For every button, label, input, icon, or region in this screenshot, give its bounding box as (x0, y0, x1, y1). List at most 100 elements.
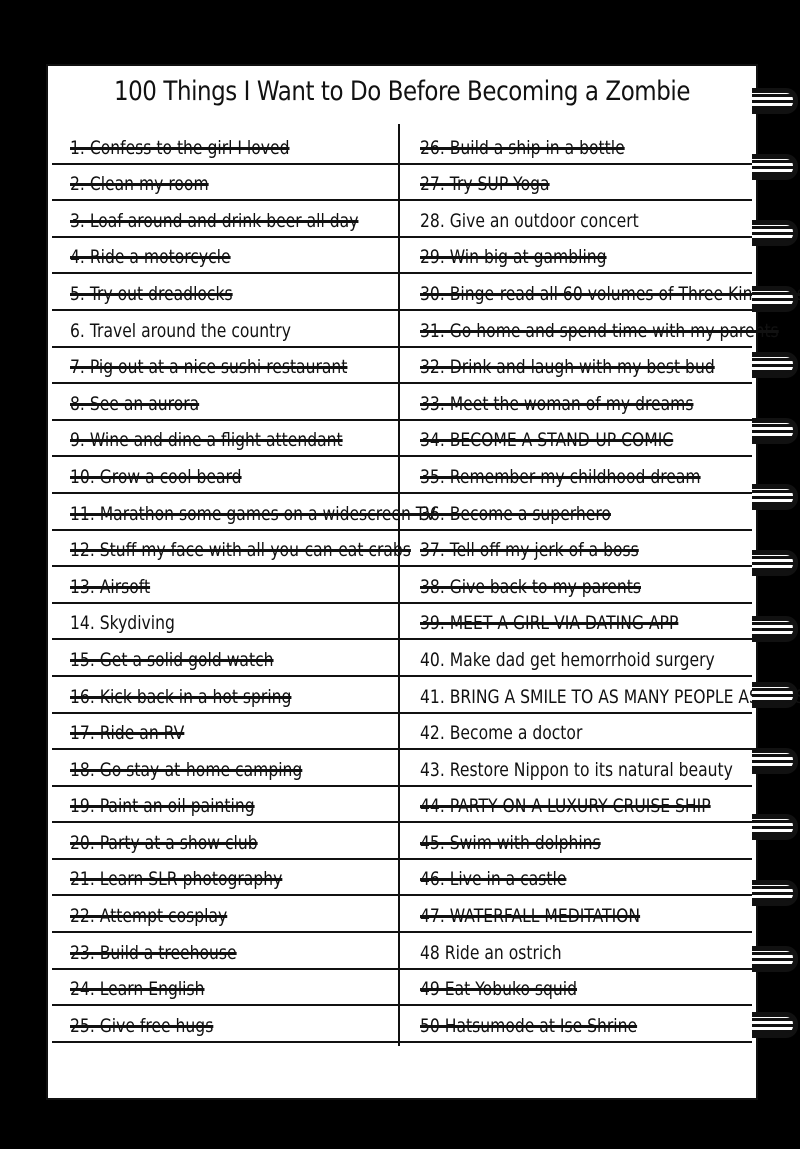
crossed-out-item-text: 16. Kick back in a hot spring (70, 685, 292, 708)
list-item: 18. Go stay-at-home camping (52, 750, 402, 787)
crossed-out-item-text: 49 Eat Yobuko squid (420, 978, 578, 1001)
list-item: 1. Confess to the girl I loved (52, 128, 402, 165)
spiral-ring (752, 682, 798, 708)
crossed-out-item-text: 11. Marathon some games on a widescreen … (70, 502, 436, 525)
list-item: 4. Ride a motorcycle (52, 238, 402, 275)
spiral-ring (752, 880, 798, 906)
crossed-out-item-text: 4. Ride a motorcycle (70, 246, 231, 269)
black-border-left (0, 0, 46, 1149)
list-item: 35. Remember my childhood dream (402, 457, 752, 494)
spiral-ring (752, 814, 798, 840)
crossed-out-item-text: 30. Binge-read all 60 volumes of Three K… (420, 282, 800, 305)
list-item: 26. Build a ship in a bottle (402, 128, 752, 165)
list-item: 25. Give free hugs (52, 1006, 402, 1043)
spiral-ring (752, 286, 798, 312)
spiral-binding (752, 70, 800, 1070)
crossed-out-item-text: 46. Live in a castle (420, 868, 567, 891)
list-item: 38. Give back to my parents (402, 567, 752, 604)
item-text: 6. Travel around the country (70, 319, 291, 342)
crossed-out-item-text: 47. WATERFALL MEDITATION (420, 905, 641, 928)
spiral-ring (752, 154, 798, 180)
spiral-ring (752, 352, 798, 378)
list-item: 49 Eat Yobuko squid (402, 970, 752, 1007)
item-text: 28. Give an outdoor concert (420, 209, 639, 232)
spiral-ring (752, 550, 798, 576)
list-item: 6. Travel around the country (52, 311, 402, 348)
crossed-out-item-text: 17. Ride an RV (70, 722, 185, 745)
item-text: 41. BRING A SMILE TO AS MANY PEOPLE AS P… (420, 685, 800, 708)
list-item: 30. Binge-read all 60 volumes of Three K… (402, 274, 800, 311)
list-item: 39. MEET A GIRL VIA DATING APP (402, 604, 752, 641)
crossed-out-item-text: 25. Give free hugs (70, 1014, 214, 1037)
spiral-ring (752, 484, 798, 510)
list-item: 14. Skydiving (52, 604, 402, 641)
list-item: 20. Party at a show club (52, 823, 402, 860)
crossed-out-item-text: 18. Go stay-at-home camping (70, 758, 303, 781)
list-item: 32. Drink and laugh with my best bud (402, 348, 752, 385)
list-item: 42. Become a doctor (402, 714, 752, 751)
list-item: 21. Learn SLR photography (52, 860, 402, 897)
crossed-out-item-text: 38. Give back to my parents (420, 575, 642, 598)
spiral-ring (752, 616, 798, 642)
crossed-out-item-text: 5. Try out dreadlocks (70, 282, 233, 305)
spiral-ring (752, 1012, 798, 1038)
list-item: 45. Swim with dolphins (402, 823, 752, 860)
list-left-column: 1. Confess to the girl I loved 2. Clean m… (52, 128, 436, 1043)
list-item: 29. Win big at gambling (402, 238, 752, 275)
spiral-ring (752, 220, 798, 246)
list-item: 8. See an aurora (52, 384, 402, 421)
list-item: 3. Loaf around and drink beer all day (52, 201, 402, 238)
crossed-out-item-text: 12. Stuff my face with all-you-can-eat c… (70, 539, 411, 562)
list-item: 24. Learn English (52, 970, 402, 1007)
crossed-out-item-text: 8. See an aurora (70, 392, 200, 415)
list-item: 41. BRING A SMILE TO AS MANY PEOPLE AS P… (402, 677, 800, 714)
item-text: 43. Restore Nippon to its natural beauty (420, 758, 733, 781)
crossed-out-item-text: 29. Win big at gambling (420, 246, 607, 269)
list-item: 11. Marathon some games on a widescreen … (52, 494, 436, 531)
list-item: 22. Attempt cosplay (52, 896, 402, 934)
spiral-ring (752, 748, 798, 774)
crossed-out-item-text: 32. Drink and laugh with my best bud (420, 356, 715, 379)
list-item: 13. Airsoft (52, 567, 402, 604)
crossed-out-item-text: 15. Get a solid gold watch (70, 648, 274, 671)
list-item: 5. Try out dreadlocks (52, 274, 402, 311)
item-text: 14. Skydiving (70, 612, 175, 635)
crossed-out-item-text: 45. Swim with dolphins (420, 831, 601, 854)
crossed-out-item-text: 24. Learn English (70, 978, 205, 1001)
list-item: 7. Pig out at a nice sushi restaurant (52, 348, 402, 385)
list-right-column: 26. Build a ship in a bottle 27. Try SUP … (402, 128, 800, 1043)
item-text: 42. Become a doctor (420, 722, 583, 745)
spiral-ring (752, 418, 798, 444)
list-item: 43. Restore Nippon to its natural beauty (402, 750, 752, 787)
crossed-out-item-text: 31. Go home and spend time with my paren… (420, 319, 779, 342)
crossed-out-item-text: 26. Build a ship in a bottle (420, 136, 625, 159)
crossed-out-item-text: 22. Attempt cosplay (70, 905, 228, 928)
list-item: 40. Make dad get hemorrhoid surgery (402, 640, 752, 677)
crossed-out-item-text: 44. PARTY ON A LUXURY CRUISE SHIP (420, 795, 711, 818)
crossed-out-item-text: 19. Paint an oil painting (70, 795, 255, 818)
list-item: 47. WATERFALL MEDITATION (402, 896, 752, 934)
crossed-out-item-text: 33. Meet the woman of my dreams (420, 392, 694, 415)
crossed-out-item-text: 50 Hatsumode at Ise Shrine (420, 1014, 638, 1037)
list-item: 36. Become a superhero (402, 494, 752, 531)
list-item: 44. PARTY ON A LUXURY CRUISE SHIP (402, 787, 752, 824)
spiral-ring (752, 88, 798, 114)
list-item: 28. Give an outdoor concert (402, 201, 752, 238)
crossed-out-item-text: 7. Pig out at a nice sushi restaurant (70, 356, 348, 379)
crossed-out-item-text: 36. Become a superhero (420, 502, 611, 525)
spiral-ring (752, 946, 798, 972)
list-item: 31. Go home and spend time with my paren… (402, 311, 779, 348)
crossed-out-item-text: 37. Tell off my jerk of a boss (420, 539, 639, 562)
crossed-out-item-text: 27. Try SUP Yoga (420, 173, 550, 196)
crossed-out-item-text: 2. Clean my room (70, 173, 209, 196)
crossed-out-item-text: 1. Confess to the girl I loved (70, 136, 290, 159)
crossed-out-item-text: 3. Loaf around and drink beer all day (70, 209, 359, 232)
list-item: 48 Ride an ostrich (402, 933, 752, 970)
black-border-bottom (0, 1100, 800, 1149)
crossed-out-item-text: 13. Airsoft (70, 575, 151, 598)
list-item: 33. Meet the woman of my dreams (402, 384, 752, 421)
black-border-top (0, 0, 800, 62)
list-item: 19. Paint an oil painting (52, 787, 402, 824)
list-item: 17. Ride an RV (52, 714, 402, 751)
crossed-out-item-text: 39. MEET A GIRL VIA DATING APP (420, 612, 679, 635)
